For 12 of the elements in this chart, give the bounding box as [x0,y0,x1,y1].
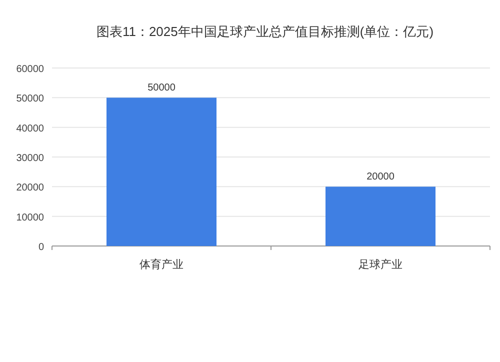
y-tick-label: 60000 [16,64,44,75]
y-tick-label: 30000 [16,153,44,164]
y-tick-label: 20000 [16,182,44,194]
x-tick-label: 足球产业 [358,258,402,271]
data-label: 20000 [366,172,395,183]
y-tick-label: 10000 [16,212,44,224]
data-label: 50000 [148,82,176,94]
x-tick-label: 体育产业 [140,258,184,271]
chart-title: 图表11：2025年中国足球产业总产值目标推测(单位：亿元) [96,24,434,39]
y-tick-label: 40000 [16,123,44,134]
y-tick-label: 50000 [16,94,44,105]
y-tick-label: 0 [38,242,44,253]
